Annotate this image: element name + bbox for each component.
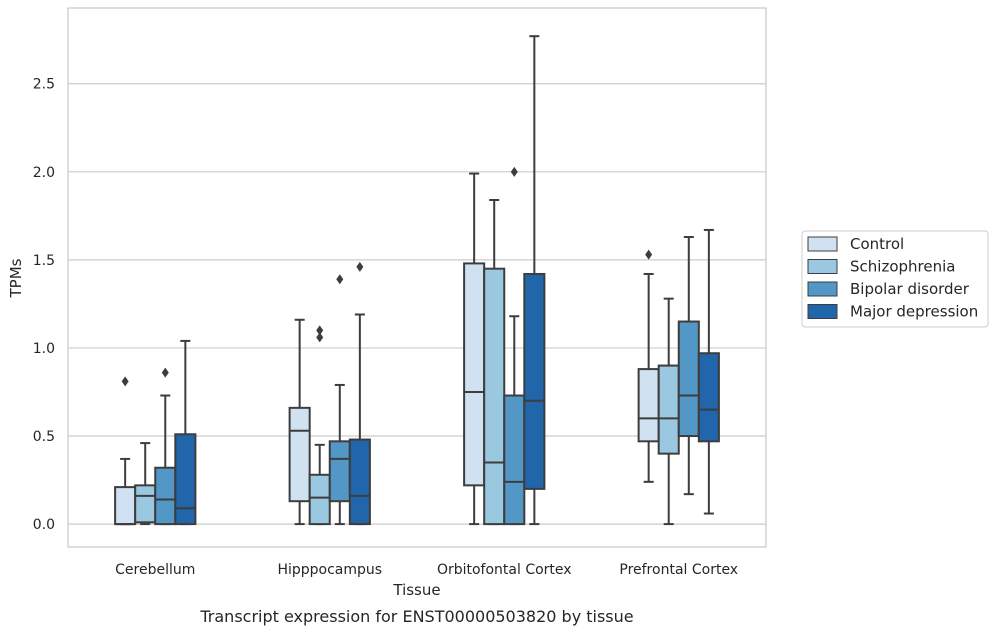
box-group	[154, 367, 177, 526]
legend-swatch	[807, 236, 838, 252]
outlier-point	[316, 325, 324, 336]
x-tick-label: Prefrontal Cortex	[619, 562, 738, 578]
box	[677, 320, 700, 438]
x-tick-label: Hipppocampus	[277, 562, 382, 578]
y-tick-label: 2.0	[33, 165, 55, 181]
legend-label: Schizophrenia	[850, 258, 955, 276]
legend-swatch	[807, 259, 838, 274]
box-group	[174, 339, 197, 526]
outlier-point	[356, 261, 364, 272]
box	[134, 484, 157, 524]
box-group	[523, 35, 546, 526]
x-axis-title: Tissue	[392, 581, 440, 599]
y-tick-label: 2.5	[33, 77, 55, 93]
x-tick-labels: Cerebellum Hipppocampus Orbitofontal Corte…	[115, 562, 738, 578]
outlier-point	[121, 376, 129, 387]
boxes	[114, 35, 720, 526]
box	[328, 440, 351, 503]
box	[308, 473, 331, 526]
legend-label: Control	[850, 235, 904, 253]
box	[463, 262, 486, 487]
y-tick-label: 0.0	[33, 517, 55, 533]
box-group	[503, 166, 526, 526]
y-tick-label: 0.5	[33, 429, 55, 445]
box-group	[697, 228, 720, 515]
y-axis-title: TPMs	[7, 258, 25, 298]
box-group	[288, 318, 311, 526]
box	[697, 352, 720, 443]
box	[657, 364, 680, 455]
x-tick-label: Cerebellum	[115, 562, 195, 578]
box-group	[637, 249, 660, 483]
box	[348, 438, 371, 526]
legend-label: Major depression	[850, 303, 978, 321]
legend-swatch	[807, 304, 838, 319]
box	[288, 406, 311, 503]
outlier-point	[645, 249, 653, 260]
box	[154, 466, 177, 526]
box	[637, 368, 660, 443]
box-group	[348, 261, 371, 526]
box	[523, 272, 546, 490]
legend-swatch	[807, 281, 838, 297]
x-tick-label: Orbitofontal Cortex	[437, 562, 572, 578]
y-tick-labels: 0.0 0.5 1.0 1.5 2.0 2.5	[33, 77, 55, 533]
chart-caption: Transcript expression for ENST0000050382…	[199, 607, 633, 626]
legend-label: Bipolar disorder	[850, 280, 970, 298]
box	[174, 433, 197, 526]
box	[503, 394, 526, 526]
outlier-point	[336, 274, 344, 285]
outlier-point	[316, 332, 324, 343]
outlier-point	[161, 367, 169, 378]
y-tick-label: 1.0	[33, 341, 55, 357]
outlier-point	[510, 166, 518, 177]
legend-frame	[801, 230, 989, 328]
y-tick-label: 1.5	[33, 253, 55, 269]
box-group	[308, 325, 331, 526]
plot-frame	[67, 7, 767, 548]
box-group	[328, 274, 351, 526]
box	[483, 267, 506, 526]
box	[114, 486, 137, 526]
legend: Control Schizophrenia Bipolar disorder Majo…	[801, 230, 989, 328]
